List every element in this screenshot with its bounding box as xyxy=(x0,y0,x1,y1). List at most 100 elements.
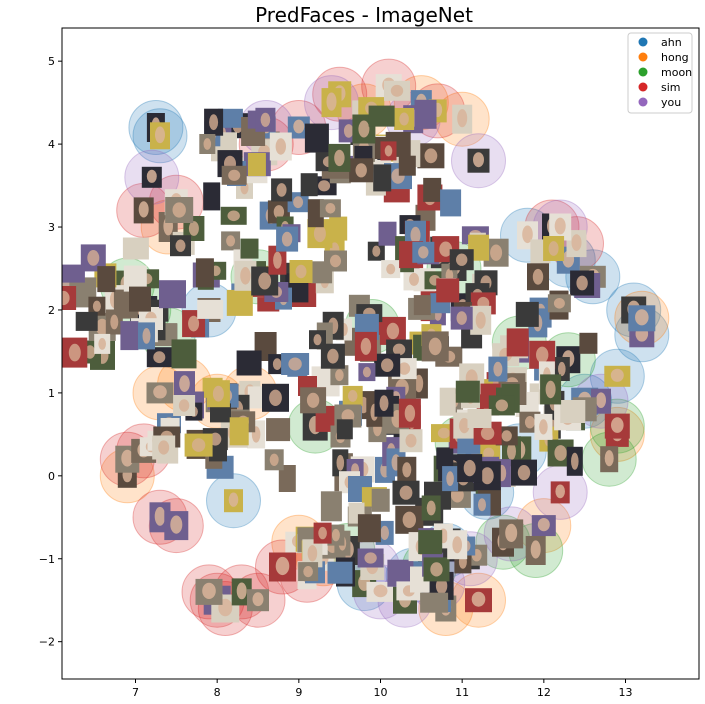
mosaic-face-367 xyxy=(347,390,358,402)
mosaic-face-494 xyxy=(399,112,409,126)
mosaic-face-114 xyxy=(175,239,186,252)
mosaic-face-627 xyxy=(331,528,340,542)
mosaic-thumbnail-471 xyxy=(304,123,329,153)
mosaic-face-166 xyxy=(386,322,400,340)
mosaic-face-323 xyxy=(360,337,372,355)
mosaic-face-625 xyxy=(303,566,313,578)
mosaic-face-615 xyxy=(380,525,390,541)
mosaic-face-244 xyxy=(532,268,544,285)
mosaic-face-453 xyxy=(228,169,241,181)
legend-marker-you xyxy=(638,97,648,107)
mosaic-face-278 xyxy=(428,337,442,356)
mosaic-thumbnail-432 xyxy=(336,419,353,440)
mosaic-face-653 xyxy=(435,577,448,595)
mosaic-face-23 xyxy=(153,351,166,364)
thumbnail-face-sim-12 xyxy=(293,119,305,134)
mosaic-face-630 xyxy=(318,526,327,540)
mosaic-face-346 xyxy=(306,392,320,408)
mosaic-thumbnail-597 xyxy=(455,380,480,403)
mosaic-face-299 xyxy=(272,358,282,370)
mosaic-face-86 xyxy=(313,225,326,243)
mosaic-face-462 xyxy=(260,112,271,127)
y-tick-label-2: 0 xyxy=(48,470,55,483)
thumbnail-face-sim-5 xyxy=(121,449,134,467)
mosaic-face-599 xyxy=(545,380,556,399)
x-axis-ticks: 7 8 9 10 11 12 13 xyxy=(132,679,633,699)
mosaic-face-449 xyxy=(275,138,286,155)
mosaic-thumbnail-152 xyxy=(378,221,397,246)
thumbnail-face-sim-3 xyxy=(252,592,264,607)
thumbnail-face-hong-15 xyxy=(537,518,550,532)
thumbnail-face-you-0 xyxy=(373,584,388,598)
mosaic-face-585 xyxy=(463,459,476,477)
mosaic-thumbnail-271 xyxy=(436,278,460,303)
mosaic-thumbnail-46 xyxy=(97,266,116,293)
mosaic-face-395 xyxy=(399,485,413,500)
mosaic-thumbnail-82 xyxy=(226,289,253,316)
thumbnail-face-sim-19 xyxy=(275,556,290,576)
thumbnail-face-moon-4 xyxy=(611,417,624,433)
mosaic-face-420 xyxy=(404,404,416,422)
mosaic-face-409 xyxy=(402,511,416,528)
mosaic-thumbnail-274 xyxy=(506,328,529,357)
thumbnail-face-you-5 xyxy=(555,484,565,499)
mosaic-thumbnail-321 xyxy=(266,418,291,442)
mosaic-face-348 xyxy=(269,389,282,406)
mosaic-face-68 xyxy=(226,235,236,247)
mosaic-face-543 xyxy=(178,399,190,412)
thumbnail-face-hong-5 xyxy=(457,109,468,128)
mosaic-face-431 xyxy=(405,433,417,448)
mosaic-thumbnail-111 xyxy=(240,238,259,259)
legend-marker-sim xyxy=(638,82,648,92)
mosaic-face-25 xyxy=(188,315,200,332)
mosaic-thumbnail-318 xyxy=(236,350,262,376)
y-tick-label-1: −1 xyxy=(39,553,55,566)
mosaic-thumbnail-72 xyxy=(203,182,221,211)
mosaic-thumbnail-108 xyxy=(195,258,214,288)
mosaic-face-434 xyxy=(379,395,389,412)
mosaic-thumbnail-137 xyxy=(300,173,318,197)
thumbnail-face-ahn-2 xyxy=(522,225,533,244)
x-tick-label-5: 12 xyxy=(537,686,551,699)
mosaic-thumbnail-495 xyxy=(368,105,395,127)
mosaic-face-270 xyxy=(414,374,424,393)
mosaic-face-502 xyxy=(334,149,345,167)
mosaic-face-120 xyxy=(372,245,381,257)
mosaic-thumbnail-628 xyxy=(320,491,342,522)
thumbnail-face-you-10 xyxy=(326,92,337,111)
mosaic-face-390 xyxy=(507,442,516,461)
mosaic-face-11 xyxy=(87,250,100,266)
mosaic-thumbnail-458 xyxy=(247,153,266,176)
mosaic-face-223 xyxy=(439,241,453,257)
mosaic-thumbnail-660 xyxy=(418,530,443,555)
x-tick-label-6: 13 xyxy=(619,686,633,699)
mosaic-face-74 xyxy=(293,196,304,209)
thumbnail-face-sim-9 xyxy=(138,201,149,218)
mosaic-thumbnail-477 xyxy=(398,155,416,176)
mosaic-face-71 xyxy=(273,205,285,219)
mosaic-thumbnail-36 xyxy=(129,286,151,312)
mosaic-face-303 xyxy=(398,362,411,375)
mosaic-face-592 xyxy=(539,419,548,435)
legend-label-hong: hong xyxy=(661,51,689,64)
thumbnail-face-hong-0 xyxy=(153,385,167,399)
thumbnail-face-sim-7 xyxy=(154,506,166,526)
x-tick-label-1: 8 xyxy=(214,686,221,699)
mosaic-face-282 xyxy=(553,298,565,309)
mosaic-face-456 xyxy=(209,114,219,131)
thumbnail-face-you-8 xyxy=(473,152,484,168)
mosaic-face-229 xyxy=(392,343,406,356)
mosaic-face-94 xyxy=(188,221,199,236)
legend-label-moon: moon xyxy=(661,66,692,79)
chart-title: PredFaces - ImageNet xyxy=(255,3,473,27)
mosaic-face-273 xyxy=(536,346,549,363)
thumbnail-face-you-6 xyxy=(596,392,606,409)
legend-marker-ahn xyxy=(638,37,648,47)
mosaic-face-258 xyxy=(576,275,588,291)
thumbnail-face-hong-1 xyxy=(179,375,190,392)
mosaic-face-27 xyxy=(110,314,119,330)
mosaic-face-145 xyxy=(424,148,438,164)
legend-label-you: you xyxy=(661,96,681,109)
thumbnail-face-moon-3 xyxy=(604,450,614,467)
